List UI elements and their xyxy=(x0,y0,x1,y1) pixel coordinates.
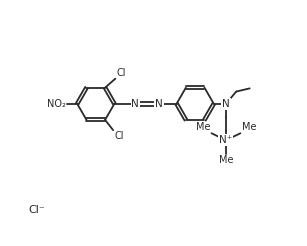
Text: Me: Me xyxy=(196,122,210,132)
Text: Cl: Cl xyxy=(115,131,124,141)
Text: Cl: Cl xyxy=(117,68,126,78)
Text: Cl⁻: Cl⁻ xyxy=(29,205,45,215)
Text: N⁺: N⁺ xyxy=(219,135,233,145)
Text: N: N xyxy=(131,99,139,109)
Text: N: N xyxy=(155,99,163,109)
Text: N: N xyxy=(222,99,230,109)
Text: Me: Me xyxy=(242,122,256,132)
Text: Me: Me xyxy=(219,155,233,165)
Text: NO₂: NO₂ xyxy=(47,99,66,109)
